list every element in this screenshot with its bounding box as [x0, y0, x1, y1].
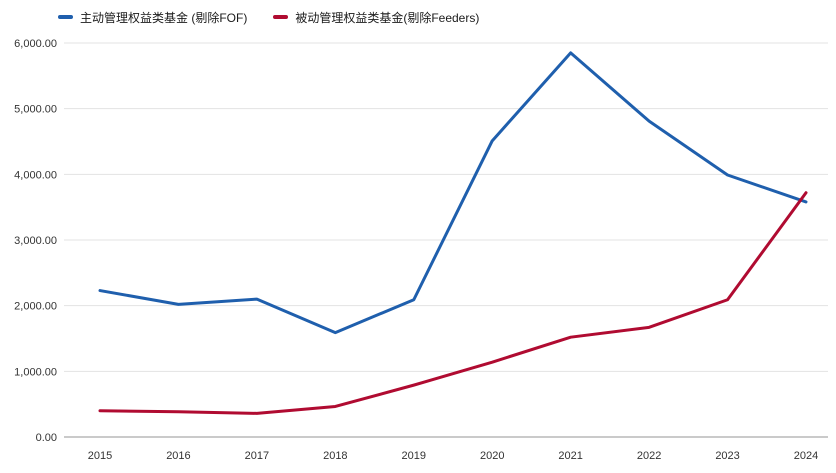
- legend-swatch-passive-funds: [273, 15, 289, 19]
- x-tick-label: 2017: [245, 450, 269, 462]
- series-line: [98, 191, 808, 415]
- y-tick-label: 1,000.00: [14, 366, 57, 378]
- y-tick-label: 4,000.00: [14, 169, 57, 181]
- legend-label-passive-funds: 被动管理权益类基金(剔除Feeders): [295, 10, 480, 25]
- chart-legend: 主动管理权益类基金 (剔除FOF) 被动管理权益类基金(剔除Feeders): [58, 6, 479, 28]
- series-line: [98, 51, 808, 335]
- y-tick-label: 5,000.00: [14, 104, 57, 116]
- x-tick-label: 2018: [323, 450, 347, 462]
- legend-label-active-funds: 主动管理权益类基金 (剔除FOF): [80, 10, 248, 25]
- x-tick-label: 2020: [480, 450, 504, 462]
- x-tick-label: 2021: [558, 450, 582, 462]
- x-tick-label: 2019: [402, 450, 426, 462]
- legend-item-active-funds: 主动管理权益类基金 (剔除FOF): [58, 9, 247, 26]
- x-tick-label: 2016: [166, 450, 190, 462]
- y-tick-label: 0.00: [36, 432, 57, 444]
- plot-area: 0.00 1,000.00 2,000.00 3,000.00 4,000.00 5,00…: [14, 38, 828, 462]
- legend-swatch-active-funds: [58, 15, 73, 19]
- x-tick-label: 2023: [715, 450, 739, 462]
- x-tick-label: 2015: [88, 450, 112, 462]
- x-tick-label: 2022: [637, 450, 661, 462]
- y-tick-label: 6,000.00: [14, 38, 57, 50]
- y-tick-label: 2,000.00: [14, 301, 57, 313]
- x-tick-label: 2024: [794, 450, 818, 462]
- y-tick-label: 3,000.00: [14, 235, 57, 247]
- legend-item-passive-funds: 被动管理权益类基金(剔除Feeders): [273, 9, 479, 26]
